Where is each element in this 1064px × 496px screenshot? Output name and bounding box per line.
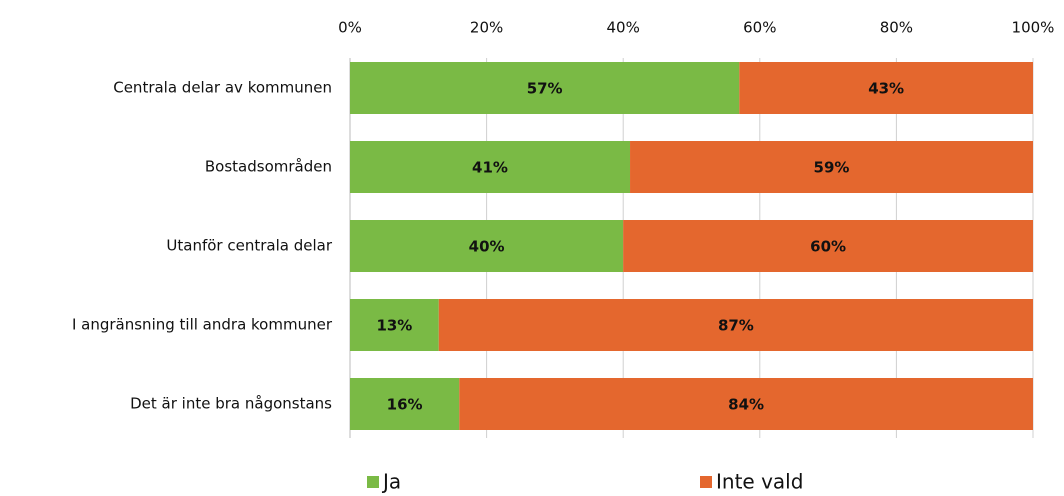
bar-segment: [350, 220, 624, 272]
x-tick-label: 0%: [338, 19, 362, 37]
bar-segment: [630, 141, 1033, 193]
x-tick-label: 40%: [607, 19, 640, 37]
y-tick-label: Det är inte bra någonstans: [130, 395, 332, 413]
y-tick-label: Utanför centrala delar: [166, 237, 332, 255]
value-label: 60%: [810, 238, 846, 256]
x-tick-label: 80%: [880, 19, 913, 37]
value-label: 40%: [469, 238, 505, 256]
bar-segment: [459, 378, 1033, 430]
x-tick-label: 60%: [743, 19, 776, 37]
bar-segment: [350, 299, 439, 351]
bar-segment: [350, 141, 631, 193]
legend-label: Inte vald: [716, 470, 803, 494]
value-label: 16%: [387, 396, 423, 414]
bar-segment: [739, 62, 1033, 114]
legend-swatch: [700, 476, 712, 488]
legend-swatch: [367, 476, 379, 488]
value-label: 43%: [868, 80, 904, 98]
value-label: 59%: [814, 159, 850, 177]
value-label: 41%: [472, 159, 508, 177]
bar-segment: [438, 299, 1033, 351]
x-tick-label: 100%: [1012, 19, 1055, 37]
value-label: 13%: [376, 317, 412, 335]
y-tick-label: I angränsning till andra kommuner: [72, 316, 333, 334]
bar-segment: [350, 62, 740, 114]
value-label: 87%: [718, 317, 754, 335]
y-tick-label: Bostadsområden: [205, 158, 332, 176]
bar-segment: [623, 220, 1033, 272]
y-tick-label: Centrala delar av kommunen: [113, 79, 332, 97]
x-tick-label: 20%: [470, 19, 503, 37]
legend-label: Ja: [381, 470, 401, 494]
value-label: 84%: [728, 396, 764, 414]
value-label: 57%: [527, 80, 563, 98]
bar-segment: [350, 378, 460, 430]
